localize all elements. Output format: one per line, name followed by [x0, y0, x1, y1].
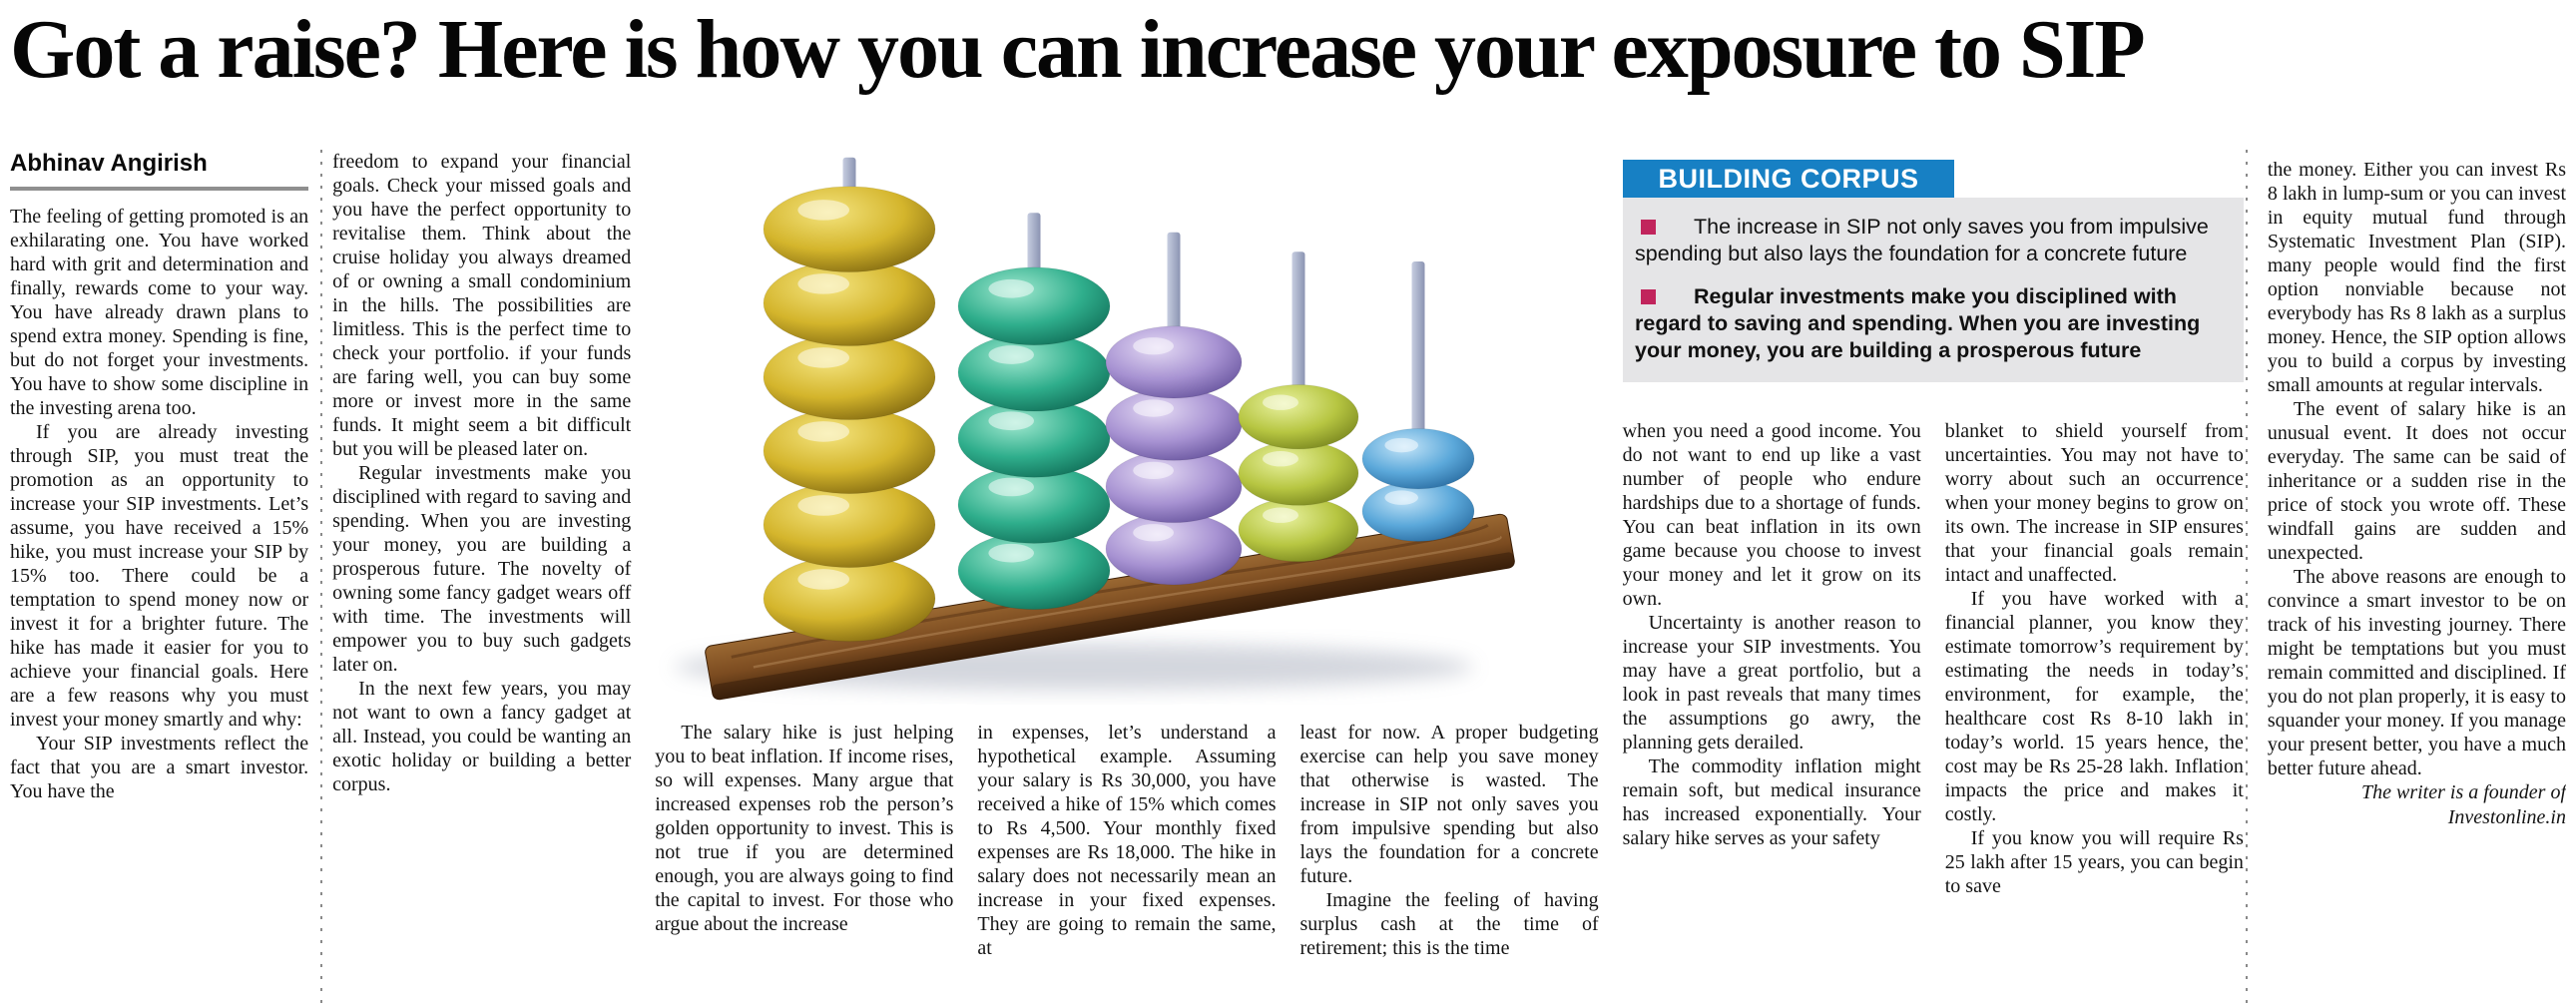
infobox-bullet-text: Regular investments make you disciplined… [1635, 284, 2201, 362]
article-paragraph: The event of salary hike is an unusual e… [2267, 398, 2566, 564]
article-paragraph: If you have worked with a financial plan… [1944, 588, 2244, 825]
article-paragraph: when you need a good income. You do not … [1622, 420, 1921, 610]
text-column-2: freedom to expand your financial goals. … [332, 150, 631, 1006]
article-paragraph: the money. Either you can invest Rs 8 la… [2267, 159, 2566, 396]
article-paragraph: The above reasons are enough to convince… [2267, 566, 2566, 779]
abacus-illustration [675, 157, 1515, 701]
infobox-bullet: The increase in SIP not only saves you f… [1635, 214, 2224, 267]
article-paragraph: In the next few years, you may not want … [332, 678, 632, 795]
writer-credit: The writer is a founder of Investonline.… [2360, 781, 2566, 828]
infobox-bullet: Regular investments make you disciplined… [1635, 283, 2224, 364]
text-column-3: The salary hike is just helping you to b… [655, 721, 953, 1006]
article-body: Abhinav Angirish The feeling of getting … [10, 150, 2566, 1006]
infobox-building-corpus: BUILDING CORPUS The increase in SIP not … [1623, 160, 2244, 382]
abacus-photo [655, 150, 1598, 709]
text-column-4: in expenses, let’s understand a hypothet… [977, 721, 1276, 1006]
text-column-6: when you need a good income. You do not … [1623, 419, 1921, 1006]
article-paragraph: The commodity inflation might remain sof… [1622, 755, 1921, 849]
article-paragraph: The feeling of getting promoted is an ex… [10, 206, 309, 419]
article-paragraph: in expenses, let’s understand a hypothet… [977, 722, 1277, 959]
article-paragraph: freedom to expand your financial goals. … [332, 151, 632, 460]
column-divider [320, 150, 322, 1006]
article-paragraph: If you are already investing through SIP… [10, 421, 309, 731]
article-paragraph: blanket to shield yourself from uncertai… [1944, 420, 2244, 586]
text-column-7: blanket to shield yourself from uncertai… [1945, 419, 2244, 1006]
text-column-5: least for now. A proper budgeting exerci… [1300, 721, 1599, 1006]
headline: Got a raise? Here is how you can increas… [10, 3, 2146, 96]
text-column-8: the money. Either you can invest Rs 8 la… [2268, 158, 2566, 1006]
article-paragraph: Your SIP investments reflect the fact th… [10, 733, 309, 802]
byline-rule [10, 187, 309, 191]
article-paragraph: Regular investments make you disciplined… [332, 462, 632, 676]
article-paragraph: Imagine the feeling of having surplus ca… [1299, 889, 1599, 959]
article-paragraph: Uncertainty is another reason to increas… [1622, 612, 1921, 754]
infobox-bullet-text: The increase in SIP not only saves you f… [1635, 215, 2209, 265]
article-paragraph: The salary hike is just helping you to b… [655, 722, 954, 935]
text-column-1: Abhinav Angirish The feeling of getting … [10, 150, 309, 1006]
column-divider [2246, 150, 2248, 1006]
bullet-square-icon [1641, 220, 1656, 235]
article-paragraph: least for now. A proper budgeting exerci… [1299, 722, 1599, 887]
infobox-body: The increase in SIP not only saves you f… [1623, 198, 2244, 382]
article-paragraph: If you know you will require Rs 25 lakh … [1944, 827, 2244, 897]
bullet-square-icon [1641, 289, 1656, 304]
byline: Abhinav Angirish [10, 150, 208, 177]
infobox-title: BUILDING CORPUS [1623, 160, 1954, 198]
